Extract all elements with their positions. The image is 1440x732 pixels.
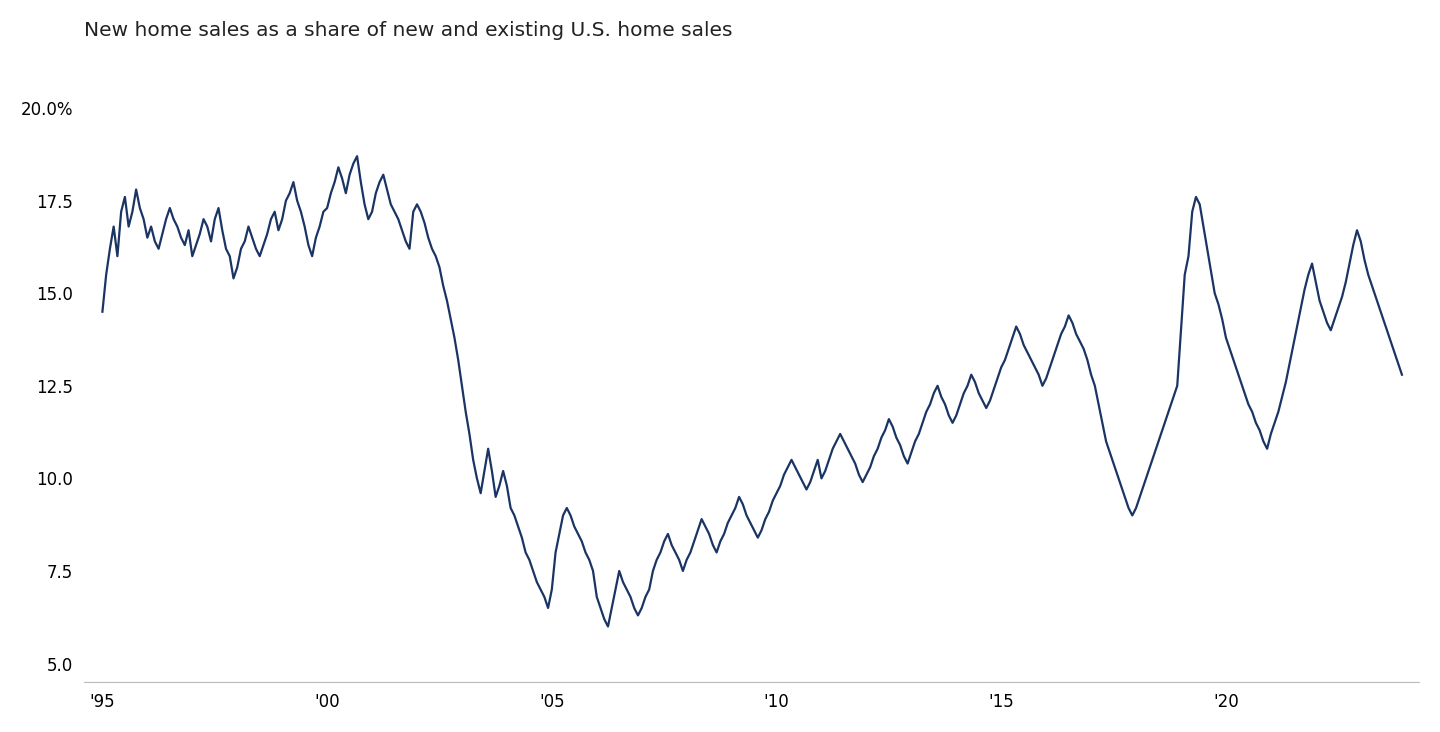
Text: New home sales as a share of new and existing U.S. home sales: New home sales as a share of new and exi… bbox=[85, 20, 733, 40]
